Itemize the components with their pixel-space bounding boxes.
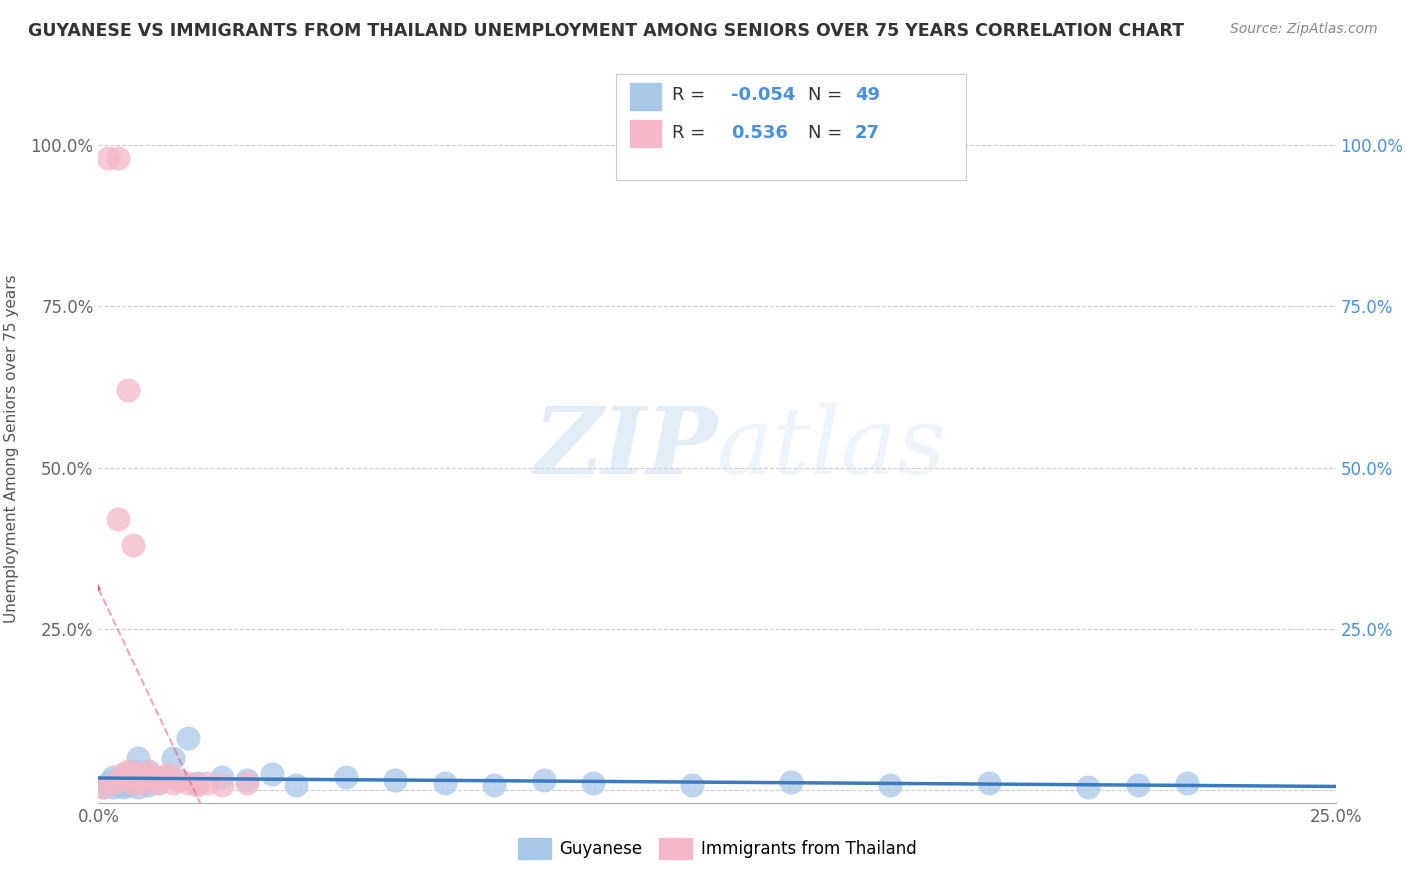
Text: N =: N =	[808, 124, 842, 142]
Point	[127, 773, 149, 788]
Point	[132, 766, 155, 780]
Point	[681, 778, 703, 792]
Point	[136, 764, 159, 778]
Point	[195, 776, 218, 790]
Point	[117, 766, 139, 780]
Point	[136, 764, 159, 778]
Point	[142, 773, 165, 788]
Point	[1077, 780, 1099, 794]
Point	[97, 778, 120, 792]
Legend: Guyanese, Immigrants from Thailand: Guyanese, Immigrants from Thailand	[510, 831, 924, 865]
Text: GUYANESE VS IMMIGRANTS FROM THAILAND UNEMPLOYMENT AMONG SENIORS OVER 75 YEARS CO: GUYANESE VS IMMIGRANTS FROM THAILAND UNE…	[28, 22, 1184, 40]
Point	[142, 770, 165, 784]
Text: R =: R =	[672, 87, 706, 104]
Point	[136, 773, 159, 788]
Point	[433, 776, 456, 790]
Text: Source: ZipAtlas.com: Source: ZipAtlas.com	[1230, 22, 1378, 37]
Point	[117, 383, 139, 397]
Point	[1126, 778, 1149, 792]
Point	[146, 776, 169, 790]
Text: 49: 49	[855, 87, 880, 104]
Point	[484, 778, 506, 792]
Text: -0.054: -0.054	[731, 87, 796, 104]
Point	[152, 770, 174, 784]
Point	[186, 776, 208, 790]
Point	[122, 770, 145, 784]
Point	[162, 776, 184, 790]
Point	[132, 776, 155, 790]
Point	[127, 766, 149, 780]
Point	[384, 773, 406, 788]
Point	[780, 775, 803, 789]
Point	[107, 512, 129, 526]
Point	[136, 778, 159, 792]
Point	[117, 764, 139, 778]
Point	[122, 776, 145, 790]
Text: ZIP: ZIP	[533, 403, 717, 493]
Point	[127, 750, 149, 764]
Point	[112, 766, 135, 780]
Point	[1175, 776, 1198, 790]
Point	[260, 766, 283, 780]
Text: R =: R =	[672, 124, 706, 142]
Point	[112, 780, 135, 794]
Point	[122, 538, 145, 552]
Point	[166, 773, 188, 788]
Point	[582, 776, 605, 790]
Point	[132, 776, 155, 790]
Text: 27: 27	[855, 124, 880, 142]
Point	[211, 778, 233, 792]
Point	[117, 778, 139, 792]
Point	[979, 776, 1001, 790]
Point	[107, 151, 129, 165]
Point	[127, 780, 149, 794]
Point	[211, 770, 233, 784]
Text: atlas: atlas	[717, 403, 946, 493]
Point	[112, 770, 135, 784]
Point	[335, 770, 357, 784]
Point	[186, 778, 208, 792]
Point	[136, 770, 159, 784]
Point	[103, 776, 125, 790]
Point	[103, 775, 125, 789]
Point	[236, 773, 259, 788]
Point	[93, 780, 115, 794]
Point	[236, 776, 259, 790]
Y-axis label: Unemployment Among Seniors over 75 years: Unemployment Among Seniors over 75 years	[4, 274, 20, 623]
Text: 0.536: 0.536	[731, 124, 787, 142]
Point	[285, 778, 308, 792]
Text: N =: N =	[808, 87, 842, 104]
Point	[879, 778, 901, 792]
Point	[127, 773, 149, 788]
Point	[122, 764, 145, 778]
Point	[107, 778, 129, 792]
Point	[146, 776, 169, 790]
Point	[103, 770, 125, 784]
Point	[156, 766, 179, 780]
Point	[176, 776, 198, 790]
Point	[112, 776, 135, 790]
Point	[162, 750, 184, 764]
Point	[122, 776, 145, 790]
Point	[117, 773, 139, 788]
Point	[93, 780, 115, 794]
Point	[533, 773, 555, 788]
Point	[107, 773, 129, 788]
Point	[176, 731, 198, 746]
Point	[152, 770, 174, 784]
Point	[166, 773, 188, 788]
Point	[112, 773, 135, 788]
Point	[103, 780, 125, 794]
Point	[97, 151, 120, 165]
Point	[97, 776, 120, 790]
